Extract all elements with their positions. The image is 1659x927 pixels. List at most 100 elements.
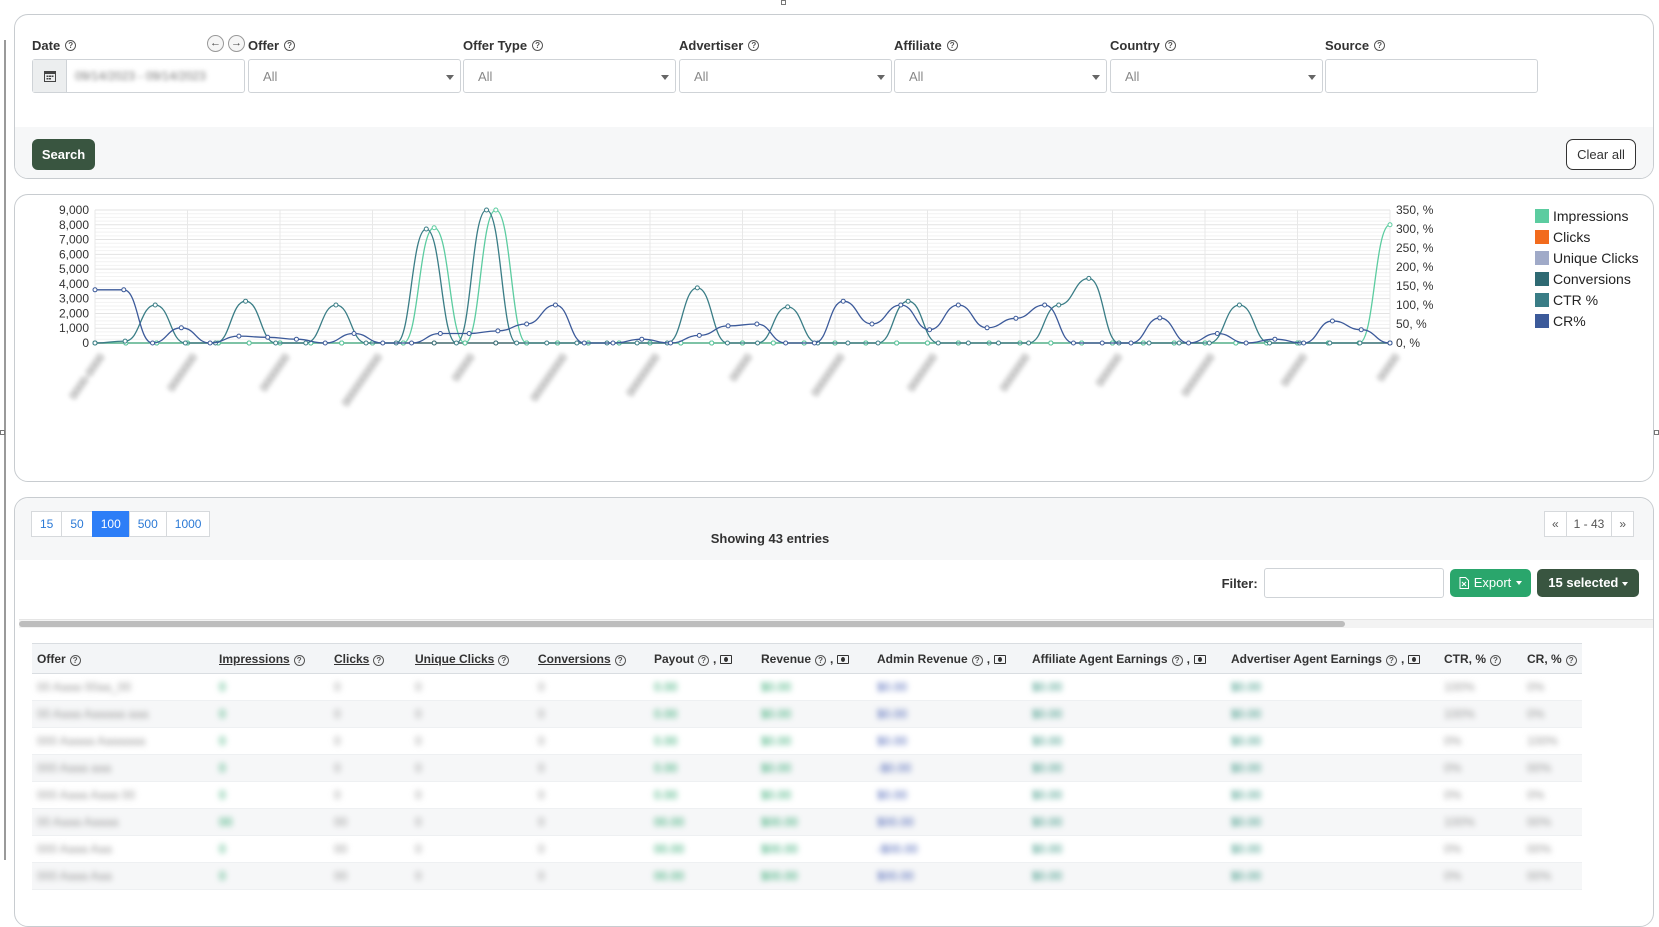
data-point[interactable]	[995, 340, 1001, 346]
table-row[interactable]: 00 Aaaa Aaaaaa aaa 0 0 0 0 0.00 $0.00 $0.00 $0.0…	[32, 700, 1582, 728]
data-point[interactable]	[495, 328, 501, 334]
data-point[interactable]	[574, 340, 580, 346]
horizontal-scrollbar[interactable]	[19, 619, 1653, 628]
data-point[interactable]	[1070, 340, 1076, 346]
data-point[interactable]	[1176, 340, 1182, 346]
advertiser-select[interactable]: All	[679, 59, 892, 93]
legend-item[interactable]: CR%	[1535, 310, 1639, 331]
search-button[interactable]: Search	[32, 139, 95, 170]
data-point[interactable]	[1056, 302, 1062, 308]
data-point[interactable]	[121, 287, 127, 293]
help-icon[interactable]: ?	[65, 39, 77, 51]
data-point[interactable]	[840, 298, 846, 304]
offer-select[interactable]: All	[248, 59, 461, 93]
offer-type-select[interactable]: All	[463, 59, 676, 93]
data-point[interactable]	[1146, 340, 1152, 346]
data-point[interactable]	[431, 340, 437, 346]
legend-item[interactable]: Conversions	[1535, 268, 1639, 289]
data-point[interactable]	[453, 340, 459, 346]
data-point[interactable]	[207, 340, 213, 346]
data-point[interactable]	[668, 340, 674, 346]
data-point[interactable]	[92, 340, 98, 346]
data-point[interactable]	[811, 340, 817, 346]
source-input[interactable]	[1325, 59, 1538, 93]
data-point[interactable]	[725, 323, 731, 329]
table-row[interactable]: 00 Aaaa 00aa_00 0 0 0 0 0.00 $0.00 $0.00 $0.00 $0…	[32, 673, 1582, 701]
data-point[interactable]	[1086, 275, 1092, 281]
help-icon[interactable]: ?	[698, 654, 710, 666]
data-point[interactable]	[1206, 340, 1212, 346]
data-point[interactable]	[293, 336, 299, 342]
data-point[interactable]	[1157, 315, 1163, 321]
column-header-conversions[interactable]: Conversions?	[533, 643, 649, 674]
legend-item[interactable]: Clicks	[1535, 226, 1639, 247]
data-point[interactable]	[755, 340, 761, 346]
data-point[interactable]	[927, 327, 933, 333]
data-point[interactable]	[1387, 222, 1393, 228]
resize-handle-left[interactable]	[0, 430, 5, 435]
data-point[interactable]	[1099, 340, 1105, 346]
data-point[interactable]	[122, 338, 128, 344]
help-icon[interactable]: ?	[971, 654, 983, 666]
help-icon[interactable]: ?	[498, 654, 510, 666]
data-point[interactable]	[770, 340, 776, 346]
data-point[interactable]	[363, 340, 369, 346]
data-point[interactable]	[783, 340, 789, 346]
data-point[interactable]	[1327, 340, 1333, 346]
table-row[interactable]: 00 Aaaa Aaaaa 00 00 0 0 00.00 $00.00 $00.00 $0.0…	[32, 808, 1582, 836]
legend-item[interactable]: Impressions	[1535, 205, 1639, 226]
data-point[interactable]	[984, 325, 990, 331]
data-point[interactable]	[1267, 340, 1273, 346]
page-size-100[interactable]: 100	[91, 511, 130, 537]
prev-date-button[interactable]: ←	[207, 35, 224, 52]
column-header-clicks[interactable]: Clicks?	[329, 643, 410, 674]
data-point[interactable]	[380, 340, 386, 346]
country-select[interactable]: All	[1110, 59, 1323, 93]
data-point[interactable]	[709, 340, 715, 346]
data-point[interactable]	[431, 225, 437, 231]
data-point[interactable]	[869, 321, 875, 327]
help-icon[interactable]: ?	[284, 39, 296, 51]
data-point[interactable]	[1387, 340, 1393, 346]
table-row[interactable]: 000 Aaaaa Aaaaaaa 0 0 0 0 0.00 $0.00 $0.00 $0.00…	[32, 727, 1582, 755]
page-size-1000[interactable]: 1000	[165, 511, 211, 537]
data-point[interactable]	[875, 340, 881, 346]
data-point[interactable]	[935, 340, 941, 346]
data-point[interactable]	[581, 340, 587, 346]
help-icon[interactable]: ?	[1164, 39, 1176, 51]
data-point[interactable]	[785, 304, 791, 310]
column-header-payout[interactable]: Payout?,	[649, 643, 756, 674]
data-point[interactable]	[925, 340, 930, 346]
column-header-ctr-[interactable]: CTR, %?	[1439, 643, 1522, 674]
data-point[interactable]	[898, 302, 904, 308]
help-icon[interactable]: ?	[748, 39, 760, 51]
data-point[interactable]	[514, 340, 520, 346]
data-point[interactable]	[1042, 302, 1048, 308]
filter-input[interactable]	[1263, 568, 1444, 598]
column-header-affiliate-agent-earnings[interactable]: Affiliate Agent Earnings?,	[1027, 643, 1226, 674]
data-point[interactable]	[544, 340, 550, 346]
help-icon[interactable]: ?	[532, 39, 544, 51]
data-point[interactable]	[152, 302, 158, 308]
page-range[interactable]: 1 - 43	[1565, 511, 1613, 537]
legend-item[interactable]: Unique Clicks	[1535, 247, 1639, 268]
export-button[interactable]: Export	[1449, 569, 1532, 597]
table-row[interactable]: 000 Aaaa aaa 0 0 0 0 0.00 $0.00 -$0.00 $0.00 $0.0…	[32, 754, 1582, 782]
table-row[interactable]: 000 Aaaa Aaaa 00 0 0 0 0 0.00 $0.00 $0.00 $0.00 $…	[32, 781, 1582, 809]
help-icon[interactable]: ?	[815, 654, 827, 666]
help-icon[interactable]: ?	[69, 654, 81, 666]
data-point[interactable]	[236, 333, 242, 339]
data-point[interactable]	[484, 207, 490, 213]
data-point[interactable]	[1186, 340, 1192, 346]
column-header-impressions[interactable]: Impressions?	[214, 643, 329, 674]
next-page-button[interactable]: »	[1611, 511, 1634, 537]
data-point[interactable]	[905, 298, 911, 304]
scrollbar-thumb[interactable]	[19, 621, 1345, 627]
data-point[interactable]	[1026, 340, 1032, 346]
data-point[interactable]	[466, 331, 472, 336]
data-point[interactable]	[1358, 327, 1364, 333]
data-point[interactable]	[339, 340, 345, 346]
data-point[interactable]	[1243, 340, 1249, 346]
data-point[interactable]	[92, 287, 98, 293]
data-point[interactable]	[552, 302, 558, 308]
